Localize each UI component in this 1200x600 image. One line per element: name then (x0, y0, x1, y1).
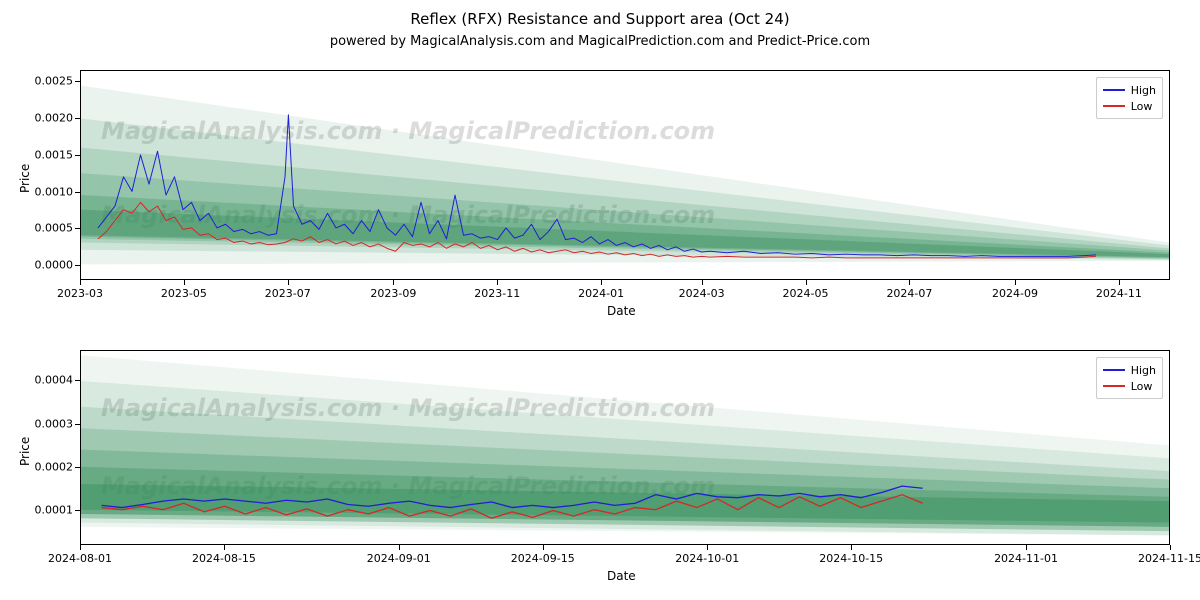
legend-label: High (1131, 84, 1156, 97)
x-tick-label: 2024-07 (886, 287, 932, 300)
x-tick-label: 2023-11 (474, 287, 520, 300)
chart-top: MagicalAnalysis.com · MagicalPrediction.… (80, 70, 1170, 280)
y-tick-label: 0.0002 (25, 461, 73, 474)
y-tick-mark (75, 467, 80, 468)
x-tick-mark (707, 545, 708, 550)
x-tick-label: 2024-03 (679, 287, 725, 300)
legend-item: Low (1103, 378, 1156, 394)
x-axis-label: Date (607, 569, 636, 583)
chart-top-svg (81, 71, 1169, 279)
x-tick-label: 2023-09 (370, 287, 416, 300)
x-tick-mark (806, 280, 807, 285)
x-tick-label: 2023-03 (57, 287, 103, 300)
legend-item: High (1103, 82, 1156, 98)
x-tick-mark (497, 280, 498, 285)
x-tick-mark (601, 280, 602, 285)
chart-bottom: MagicalAnalysis.com · MagicalPrediction.… (80, 350, 1170, 545)
x-tick-label: 2024-09 (992, 287, 1038, 300)
y-tick-mark (75, 424, 80, 425)
x-tick-label: 2024-10-15 (819, 552, 883, 565)
x-tick-mark (399, 545, 400, 550)
y-tick-mark (75, 155, 80, 156)
legend-label: Low (1131, 380, 1153, 393)
x-tick-label: 2024-08-15 (192, 552, 256, 565)
x-tick-mark (1170, 545, 1171, 550)
x-tick-label: 2023-05 (161, 287, 207, 300)
y-tick-mark (75, 380, 80, 381)
x-tick-mark (702, 280, 703, 285)
x-axis-label: Date (607, 304, 636, 318)
legend-swatch (1103, 105, 1125, 107)
x-tick-label: 2023-07 (265, 287, 311, 300)
y-tick-label: 0.0010 (25, 185, 73, 198)
legend: High Low (1096, 357, 1163, 399)
x-tick-label: 2024-05 (783, 287, 829, 300)
y-tick-label: 0.0003 (25, 417, 73, 430)
y-tick-label: 0.0004 (25, 374, 73, 387)
legend-label: High (1131, 364, 1156, 377)
y-tick-label: 0.0020 (25, 111, 73, 124)
x-tick-mark (1015, 280, 1016, 285)
y-tick-label: 0.0025 (25, 75, 73, 88)
x-tick-mark (543, 545, 544, 550)
x-tick-mark (80, 280, 81, 285)
x-tick-label: 2024-08-01 (48, 552, 112, 565)
x-tick-label: 2024-11-15 (1138, 552, 1200, 565)
x-tick-mark (1026, 545, 1027, 550)
legend: High Low (1096, 77, 1163, 119)
y-tick-mark (75, 118, 80, 119)
legend-swatch (1103, 385, 1125, 387)
x-tick-mark (80, 545, 81, 550)
x-tick-mark (1119, 280, 1120, 285)
x-tick-mark (224, 545, 225, 550)
y-tick-mark (75, 81, 80, 82)
x-tick-mark (393, 280, 394, 285)
x-tick-label: 2024-09-01 (367, 552, 431, 565)
legend-swatch (1103, 369, 1125, 371)
y-tick-mark (75, 510, 80, 511)
x-tick-mark (288, 280, 289, 285)
chart-title: Reflex (RFX) Resistance and Support area… (0, 10, 1200, 28)
y-tick-mark (75, 265, 80, 266)
x-tick-label: 2024-11 (1096, 287, 1142, 300)
legend-swatch (1103, 89, 1125, 91)
legend-label: Low (1131, 100, 1153, 113)
y-tick-label: 0.0000 (25, 259, 73, 272)
y-tick-mark (75, 192, 80, 193)
x-tick-mark (851, 545, 852, 550)
x-tick-label: 2024-09-15 (511, 552, 575, 565)
legend-item: Low (1103, 98, 1156, 114)
x-tick-label: 2024-01 (578, 287, 624, 300)
figure: Reflex (RFX) Resistance and Support area… (0, 0, 1200, 600)
legend-item: High (1103, 362, 1156, 378)
x-tick-mark (184, 280, 185, 285)
x-tick-label: 2024-10-01 (675, 552, 739, 565)
y-tick-label: 0.0005 (25, 222, 73, 235)
y-tick-label: 0.0015 (25, 148, 73, 161)
y-tick-label: 0.0001 (25, 504, 73, 517)
chart-subtitle: powered by MagicalAnalysis.com and Magic… (0, 34, 1200, 49)
chart-bottom-svg (81, 351, 1169, 544)
x-tick-mark (909, 280, 910, 285)
x-tick-label: 2024-11-01 (994, 552, 1058, 565)
y-tick-mark (75, 228, 80, 229)
